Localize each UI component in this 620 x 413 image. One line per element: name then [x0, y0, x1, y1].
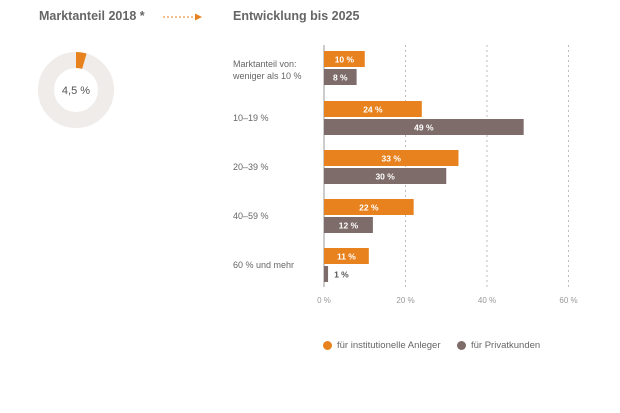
data-label: 11 % — [337, 252, 356, 262]
bar-private — [324, 168, 447, 184]
legend-item-institutional: für institutionelle Anleger — [323, 340, 441, 351]
data-label: 33 % — [382, 154, 402, 164]
donut-value-label: 4,5 % — [62, 85, 90, 97]
data-label: 22 % — [359, 203, 379, 213]
bar-private — [324, 69, 357, 85]
legend-label-private: für Privatkunden — [471, 340, 541, 351]
x-tick-label: 20 % — [396, 296, 414, 305]
x-tick-label: 0 % — [317, 296, 331, 305]
bar-institutional — [324, 150, 459, 166]
left-heading: Marktanteil 2018 * — [39, 9, 145, 23]
x-tick-label: 40 % — [478, 296, 496, 305]
x-tick-label: 60 % — [559, 296, 577, 305]
bar-private — [324, 217, 373, 233]
legend-swatch-institutional — [323, 341, 332, 350]
donut-slice — [75, 52, 87, 69]
bar-private — [324, 266, 329, 282]
data-label: 8 % — [333, 73, 348, 83]
data-label: 24 % — [363, 105, 383, 115]
bar-institutional — [324, 199, 414, 215]
data-label: 30 % — [375, 172, 395, 182]
data-label: 49 % — [414, 123, 434, 133]
category-label: Marktanteil von: — [233, 59, 297, 69]
category-label: 40–59 % — [233, 211, 269, 221]
arrow-icon — [163, 13, 202, 21]
market-share-donut: 4,5 % — [38, 52, 114, 128]
bar-institutional — [324, 101, 422, 117]
bar-institutional — [324, 248, 369, 264]
data-label: 1 % — [334, 270, 349, 280]
legend-swatch-private — [457, 341, 466, 350]
legend-label-institutional: für institutionelle Anleger — [337, 340, 441, 351]
data-label: 10 % — [335, 55, 355, 65]
category-label: 60 % und mehr — [233, 260, 294, 270]
data-label: 12 % — [339, 221, 359, 231]
category-label: 20–39 % — [233, 162, 269, 172]
legend-item-private: für Privatkunden — [457, 340, 540, 351]
bar-institutional — [324, 51, 365, 67]
bar-private — [324, 119, 524, 135]
category-label: 10–19 % — [233, 113, 269, 123]
category-label: weniger als 10 % — [232, 71, 302, 81]
right-heading: Entwicklung bis 2025 — [233, 9, 360, 23]
